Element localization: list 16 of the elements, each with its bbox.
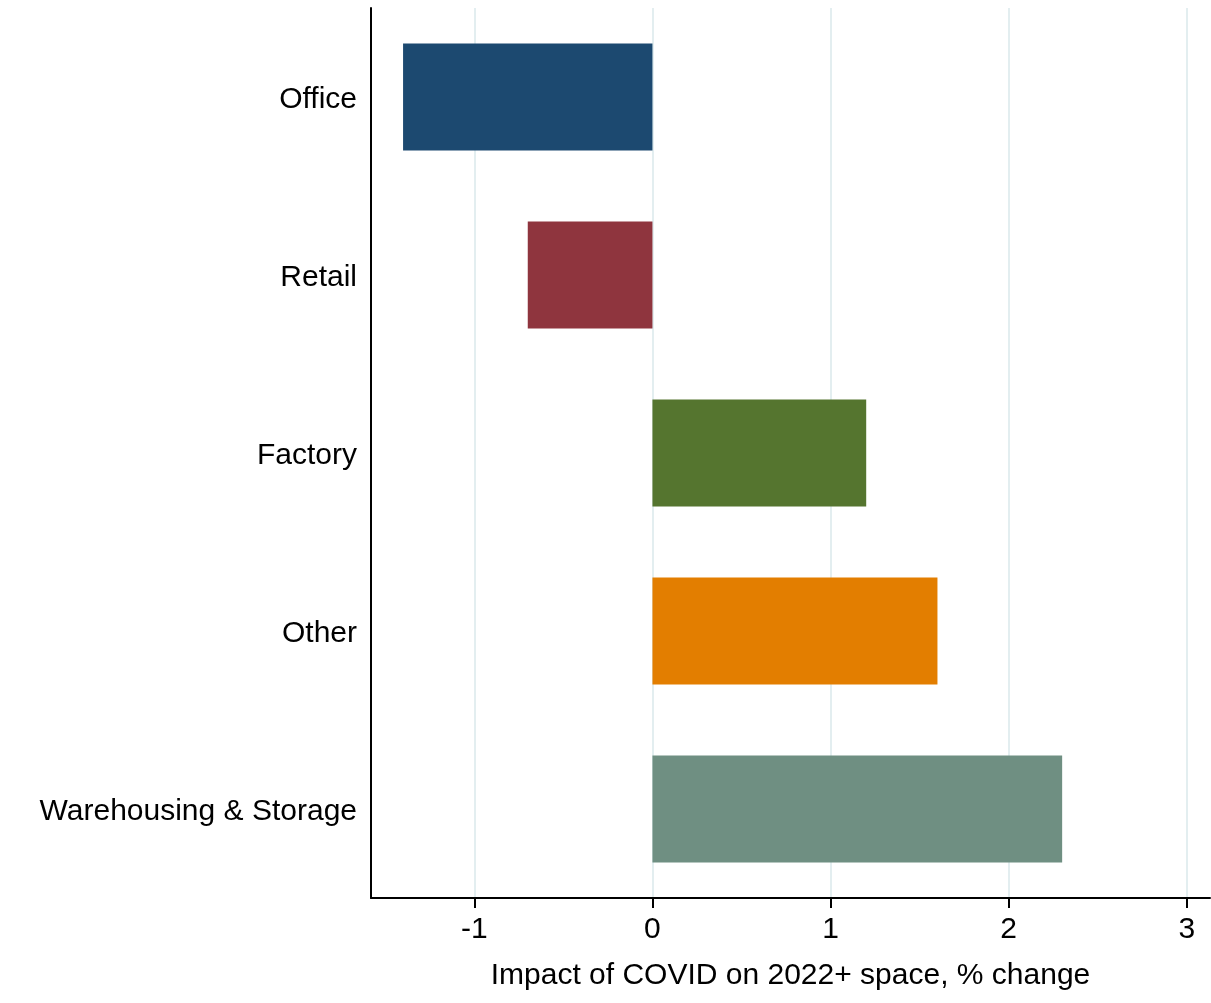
y-tick-label: Office xyxy=(279,80,357,114)
bar xyxy=(527,221,653,329)
x-tick-label: 2 xyxy=(1000,910,1018,944)
bar xyxy=(652,399,867,507)
y-tick-label: Warehousing & Storage xyxy=(39,792,357,826)
x-axis-title: Impact of COVID on 2022+ space, % change xyxy=(490,956,1091,990)
x-tick-label: 3 xyxy=(1178,910,1196,944)
x-tick-label: -1 xyxy=(460,910,488,944)
bar xyxy=(652,755,1063,863)
bar xyxy=(652,577,938,685)
bar xyxy=(403,43,653,151)
x-tick-label: 0 xyxy=(644,910,661,944)
y-tick-label: Factory xyxy=(256,436,357,470)
y-tick-label: Other xyxy=(281,614,358,648)
y-tick-label: Retail xyxy=(280,258,357,292)
x-tick-label: 1 xyxy=(822,910,839,944)
